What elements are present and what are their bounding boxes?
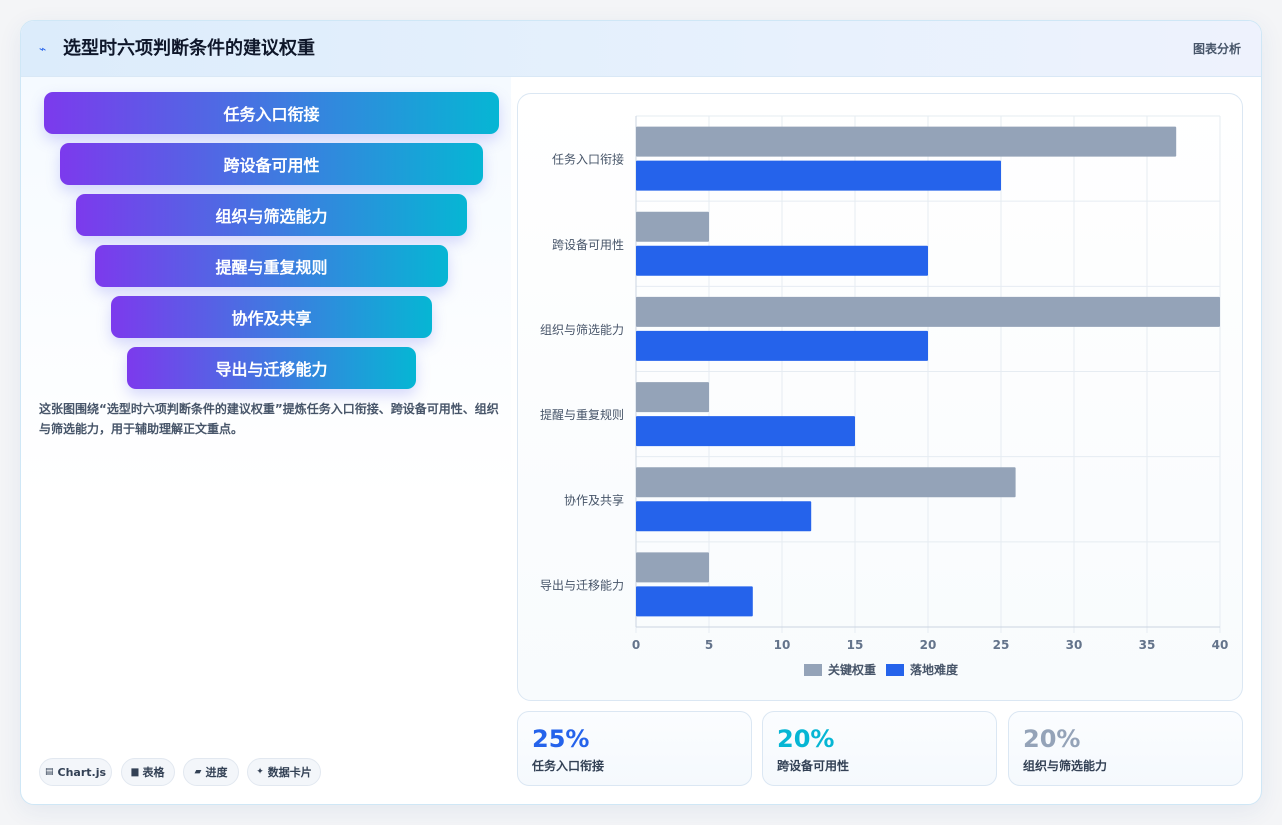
stat-value: 25% <box>532 725 590 753</box>
y-category-label: 导出与迁移能力 <box>540 578 624 592</box>
x-tick-label: 5 <box>705 638 713 652</box>
pulse-icon: ⌁ <box>39 42 47 56</box>
x-tick-label: 30 <box>1066 638 1083 652</box>
stat-card-1: 25% 任务入口衔接 <box>517 711 752 786</box>
stat-card-2: 20% 跨设备可用性 <box>762 711 997 786</box>
pill-label: 表格 <box>142 766 165 779</box>
legend-label: 关键权重 <box>828 662 876 677</box>
card-header: ⌁ 选型时六项判断条件的建议权重 图表分析 <box>21 21 1261 77</box>
funnel-step-4: 提醒与重复规则 <box>95 245 448 287</box>
x-tick-label: 40 <box>1212 638 1229 652</box>
funnel-step-1: 任务入口衔接 <box>44 92 499 134</box>
funnel-step-5: 协作及共享 <box>111 296 432 338</box>
x-tick-label: 15 <box>847 638 864 652</box>
stat-label: 任务入口衔接 <box>532 759 605 773</box>
pill-label: 数据卡片 <box>267 766 312 779</box>
y-category-label: 组织与筛选能力 <box>540 322 624 337</box>
x-tick-label: 20 <box>920 638 937 652</box>
x-tick-label: 25 <box>993 638 1010 652</box>
stat-label: 组织与筛选能力 <box>1023 759 1108 773</box>
x-tick-label: 0 <box>632 638 640 652</box>
bar-key-weight <box>636 126 1177 157</box>
bar-difficulty <box>636 586 753 617</box>
bar-key-weight <box>636 296 1220 327</box>
funnel-step-3: 组织与筛选能力 <box>76 194 467 236</box>
bar-key-weight <box>636 552 709 583</box>
bar-key-weight <box>636 382 709 413</box>
grid-icon: ▆ <box>131 767 139 777</box>
bar-key-weight <box>636 211 709 242</box>
table-pill[interactable]: ▆ 表格 <box>121 758 175 786</box>
y-category-label: 提醒与重复规则 <box>540 407 624 422</box>
stat-card-3: 20% 组织与筛选能力 <box>1008 711 1243 786</box>
legend-label: 落地难度 <box>910 662 959 677</box>
bar-difficulty <box>636 330 928 361</box>
funnel-step-6: 导出与迁移能力 <box>127 347 416 389</box>
stat-label: 跨设备可用性 <box>777 759 850 773</box>
chart-analysis-tag: 图表分析 <box>1192 42 1241 56</box>
bar-key-weight <box>636 467 1016 498</box>
stat-value: 20% <box>777 725 835 753</box>
progress-icon: ▰ <box>194 767 202 777</box>
stat-value: 20% <box>1023 725 1081 753</box>
legend-swatch <box>886 664 904 676</box>
progress-pill[interactable]: ▰ 进度 <box>183 758 239 786</box>
bar-difficulty <box>636 160 1001 191</box>
table-icon: ▤ <box>44 767 54 777</box>
page-title: 选型时六项判断条件的建议权重 <box>63 38 315 59</box>
y-category-label: 协作及共享 <box>564 492 624 507</box>
chart-panel: 0 5 10 15 20 25 30 35 40 任务入口衔接 跨设备可用性组织与筛选能力 提醒与重复… <box>517 93 1243 701</box>
bar-difficulty <box>636 245 928 276</box>
main-card: ⌁ 选型时六项判断条件的建议权重 图表分析 任务入口衔接 跨设备可用性 组织与筛… <box>20 20 1262 805</box>
y-category-label: 任务入口衔接 <box>552 152 624 167</box>
pill-label: Chart.js <box>57 765 107 779</box>
chartjs-pill[interactable]: ▤ Chart.js <box>39 758 112 786</box>
sparkle-icon: ✦ <box>256 767 264 777</box>
data-card-pill[interactable]: ✦ 数据卡片 <box>247 758 321 786</box>
legend-swatch <box>804 664 822 676</box>
chart-description: 这张图围绕“选型时六项判断条件的建议权重”提炼任务入口衔接、跨设备可用性、组织与… <box>39 402 499 436</box>
bar-chart: 0 5 10 15 20 25 30 35 40 任务入口衔接跨设备可用性组织与筛选能力提醒与重复… <box>540 115 1229 677</box>
pill-label: 进度 <box>205 766 228 779</box>
bar-difficulty <box>636 501 812 532</box>
x-tick-label: 10 <box>774 638 791 652</box>
bar-difficulty <box>636 416 855 447</box>
x-tick-label: 35 <box>1139 638 1156 652</box>
y-category-label: 跨设备可用性 <box>552 238 624 252</box>
funnel-step-2: 跨设备可用性 <box>60 143 483 185</box>
